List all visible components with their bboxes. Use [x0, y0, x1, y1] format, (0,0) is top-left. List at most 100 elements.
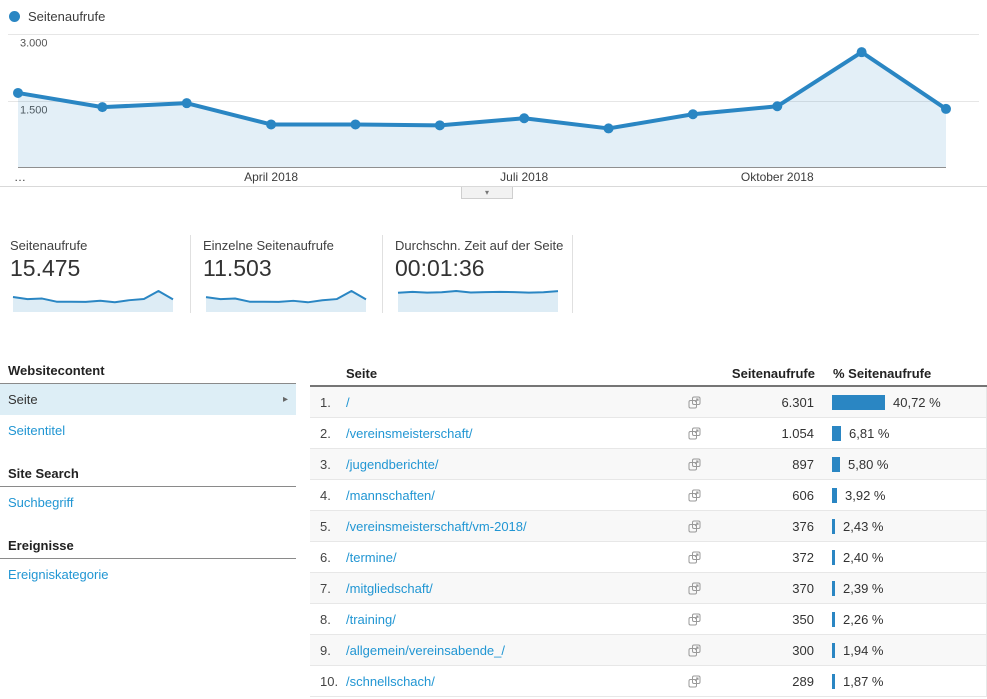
chart-divider: ▾: [0, 186, 987, 199]
pageviews-value: 370: [792, 580, 814, 596]
open-page-icon[interactable]: [679, 551, 709, 564]
page-link[interactable]: /jugendberichte/: [346, 456, 439, 472]
page-link[interactable]: /termine/: [346, 549, 397, 565]
table-row: 8. /training/350 2,26 %: [310, 604, 986, 635]
row-rank: 4.: [320, 487, 331, 503]
pageviews-value: 289: [792, 673, 814, 689]
row-rank: 2.: [320, 425, 331, 441]
svg-text:Oktober 2018: Oktober 2018: [741, 170, 814, 184]
sidebar-item-label[interactable]: Ereigniskategorie: [8, 567, 109, 582]
open-page-icon[interactable]: [679, 613, 709, 626]
pageviews-value: 6.301: [781, 394, 814, 410]
sidebar-group-header-websitecontent: Websitecontent: [0, 355, 296, 384]
svg-text:…: …: [14, 170, 26, 184]
metric-label: Einzelne Seitenaufrufe: [203, 238, 334, 253]
open-page-icon[interactable]: [679, 582, 709, 595]
open-page-icon[interactable]: [679, 520, 709, 533]
arrow-right-icon: ▸: [282, 394, 288, 405]
row-rank: 6.: [320, 549, 331, 565]
dimension-sidebar: Websitecontent Seite ▸ Seitentitel Site …: [0, 355, 296, 697]
page-link[interactable]: /allgemein/vereinsabende_/: [346, 642, 505, 658]
row-rank: 1.: [320, 394, 331, 410]
table-row: 7. /mitgliedschaft/370 2,39 %: [310, 573, 986, 604]
percent-bar: [832, 642, 835, 658]
report-content: Websitecontent Seite ▸ Seitentitel Site …: [0, 355, 987, 697]
percent-bar: [832, 611, 835, 627]
table-row: 9. /allgemein/vereinsabende_/ 300 1,94 %: [310, 635, 986, 666]
percent-label: 1,87 %: [843, 673, 884, 689]
metric-card-seitenaufrufe[interactable]: Seitenaufrufe 15.475: [0, 235, 191, 313]
metric-sparkline: [205, 290, 367, 312]
row-rank: 8.: [320, 611, 331, 627]
pageviews-percent-cell: 2,43 %: [832, 518, 986, 534]
pageviews-percent-cell: 1,87 %: [832, 673, 986, 689]
pageviews-percent-cell: 2,39 %: [832, 580, 986, 596]
pageviews-percent-cell: 2,40 %: [832, 549, 986, 565]
pageviews-percent-cell: 1,94 %: [832, 642, 986, 658]
metric-card-einzelne-seitenaufrufe[interactable]: Einzelne Seitenaufrufe 11.503: [191, 235, 383, 313]
sidebar-group-header-ereignisse: Ereignisse: [0, 530, 296, 559]
page-link[interactable]: /schnellschach/: [346, 673, 435, 689]
percent-label: 40,72 %: [893, 394, 941, 410]
sidebar-item-seitentitel[interactable]: Seitentitel: [0, 415, 296, 446]
svg-text:April 2018: April 2018: [244, 170, 298, 184]
sidebar-item-label: Seite: [8, 392, 38, 407]
legend-dot-icon: [9, 11, 20, 22]
x-axis-labels: … April 2018 Juli 2018 Oktober 2018: [14, 170, 814, 184]
pageviews-percent-cell: 40,72 %: [832, 394, 986, 410]
page-link[interactable]: /vereinsmeisterschaft/: [346, 425, 473, 441]
row-rank: 7.: [320, 580, 331, 596]
percent-bar: [832, 518, 835, 534]
column-header-seite[interactable]: Seite: [346, 366, 378, 381]
open-page-icon[interactable]: [679, 458, 709, 471]
percent-label: 1,94 %: [843, 642, 884, 658]
page-link[interactable]: /mitgliedschaft/: [346, 580, 433, 596]
metric-value: 11.503: [203, 255, 272, 281]
pageviews-value: 350: [792, 611, 814, 627]
pageviews-value: 376: [792, 518, 814, 534]
summary-metrics: Seitenaufrufe 15.475 Einzelne Seitenaufr…: [0, 235, 987, 313]
page-link[interactable]: /mannschaften/: [346, 487, 435, 503]
pageviews-value: 897: [792, 456, 814, 472]
column-header-pct-seitenaufrufe[interactable]: % Seitenaufrufe: [833, 366, 932, 381]
table-body: 1. / 6.301 40,72 % 2. /vereinsmeisterschaft/1…: [310, 387, 987, 697]
row-rank: 3.: [320, 456, 331, 472]
percent-label: 6,81 %: [849, 425, 890, 441]
page-link[interactable]: /training/: [346, 611, 396, 627]
sidebar-item-ereigniskategorie[interactable]: Ereigniskategorie: [0, 559, 296, 590]
sidebar-item-seite[interactable]: Seite ▸: [0, 384, 296, 415]
percent-bar: [832, 456, 840, 472]
pageviews-percent-cell: 2,26 %: [832, 611, 986, 627]
open-page-icon[interactable]: [679, 644, 709, 657]
sidebar-item-label[interactable]: Seitentitel: [8, 423, 66, 438]
page-link[interactable]: /vereinsmeisterschaft/vm-2018/: [346, 518, 527, 534]
column-header-seitenaufrufe[interactable]: Seitenaufrufe: [731, 366, 815, 381]
metric-value: 00:01:36: [395, 255, 485, 281]
table-row: 2. /vereinsmeisterschaft/1.054 6,81 %: [310, 418, 986, 449]
sidebar-group-header-site-search: Site Search: [0, 458, 296, 487]
open-page-icon[interactable]: [679, 396, 709, 409]
metric-card-durchschn-zeit[interactable]: Durchschn. Zeit auf der Seite 00:01:36: [383, 235, 573, 313]
pageviews-percent-cell: 5,80 %: [832, 456, 986, 472]
sidebar-item-label[interactable]: Suchbegriff: [8, 495, 74, 510]
table-row: 4. /mannschaften/606 3,92 %: [310, 480, 986, 511]
chart-legend[interactable]: Seitenaufrufe: [9, 9, 105, 24]
series-line: [16, 50, 948, 131]
open-page-icon[interactable]: [679, 427, 709, 440]
chart-collapse-button[interactable]: ▾: [461, 187, 513, 199]
metric-label: Durchschn. Zeit auf der Seite: [395, 238, 564, 253]
sidebar-item-suchbegriff[interactable]: Suchbegriff: [0, 487, 296, 518]
page-link[interactable]: /: [346, 394, 350, 410]
table-row: 3. /jugendberichte/897 5,80 %: [310, 449, 986, 480]
chevron-down-icon: ▾: [484, 187, 489, 197]
percent-label: 2,40 %: [843, 549, 884, 565]
pageviews-chart-panel: Seitenaufrufe 3.000 1.500 … April 2018 Juli …: [0, 0, 987, 200]
open-page-icon[interactable]: [679, 489, 709, 502]
legend-label: Seitenaufrufe: [28, 9, 106, 24]
row-rank: 5.: [320, 518, 331, 534]
svg-text:1.500: 1.500: [20, 105, 48, 117]
metric-value: 15.475: [10, 255, 81, 281]
pageviews-value: 300: [792, 642, 814, 658]
open-page-icon[interactable]: [679, 675, 709, 688]
